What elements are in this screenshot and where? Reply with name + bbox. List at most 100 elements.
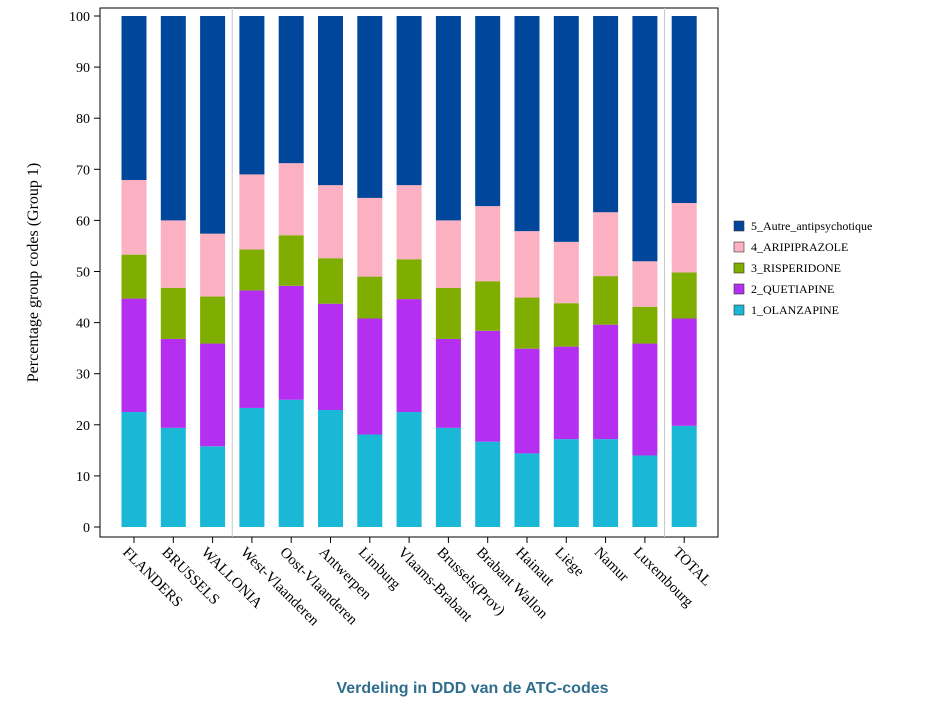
bar-stack xyxy=(671,16,697,527)
legend-item: 2_QUETIAPINE xyxy=(733,282,834,296)
bar-stack xyxy=(435,16,461,527)
legend-item: 3_RISPERIDONE xyxy=(733,261,841,275)
bar-segment xyxy=(200,16,226,234)
bar-stack xyxy=(396,16,422,527)
bar-segment xyxy=(671,203,697,273)
bar-segment xyxy=(553,439,579,527)
bar-segment xyxy=(593,439,619,527)
bar-segment xyxy=(239,407,265,527)
bar-segment xyxy=(357,197,383,277)
y-tick-label: 20 xyxy=(76,419,90,434)
bar-segment xyxy=(200,233,226,297)
bar-segment xyxy=(671,16,697,204)
bar-segment xyxy=(514,297,540,349)
legend-label: 3_RISPERIDONE xyxy=(751,261,841,275)
bar-segment xyxy=(357,276,383,319)
y-axis: 0 10 20 30 40 50 60 70 80 90 100 xyxy=(69,10,100,536)
y-tick-label: 80 xyxy=(76,112,90,127)
bar-segment xyxy=(435,287,461,339)
legend-item: 1_OLANZAPINE xyxy=(733,303,839,317)
bar-stack xyxy=(318,16,343,527)
bar-segment xyxy=(671,272,697,319)
bar-stack xyxy=(593,16,619,527)
bar-stack xyxy=(357,16,383,527)
bar-segment xyxy=(553,241,579,304)
bar-stack xyxy=(121,16,147,527)
bar-segment xyxy=(278,399,304,527)
bar-segment xyxy=(632,343,658,456)
bar-segment xyxy=(278,235,304,286)
bar-segment xyxy=(475,330,501,442)
legend-swatch xyxy=(733,220,745,232)
bar-segment xyxy=(632,306,658,344)
bar-segment xyxy=(632,455,658,527)
bar-segment xyxy=(160,220,186,288)
bar-segment xyxy=(593,16,619,213)
y-tick-label: 70 xyxy=(76,163,90,178)
bar-stack xyxy=(160,16,186,527)
legend-swatch xyxy=(733,304,745,316)
y-axis-label: Percentage group codes (Group 1) xyxy=(25,163,42,382)
bar-segment xyxy=(514,231,540,298)
bar-segment xyxy=(318,409,343,527)
bar-segment xyxy=(593,212,619,277)
bar-segment xyxy=(357,16,383,198)
bar-stack xyxy=(239,16,265,527)
y-tick-label: 30 xyxy=(76,368,90,383)
y-tick-label: 0 xyxy=(83,521,90,536)
bar-segment xyxy=(671,318,697,426)
legend-label: 2_QUETIAPINE xyxy=(751,282,834,296)
bar-segment xyxy=(553,16,579,242)
bar-segment xyxy=(671,425,697,527)
bar-segment xyxy=(593,324,619,440)
bar-segment xyxy=(278,16,304,164)
bar-segment xyxy=(475,441,501,527)
bar-segment xyxy=(435,220,461,288)
bar-segment xyxy=(121,298,147,413)
bar-segment xyxy=(121,16,147,181)
bar-stack xyxy=(200,16,226,527)
x-tick-label: Brussels(Prov) xyxy=(434,545,508,619)
bar-segment xyxy=(239,174,265,250)
bar-segment xyxy=(318,258,343,304)
x-axis: FLANDERSBRUSSELSWALLONIAWest-VlaanderenO… xyxy=(119,537,714,630)
legend-label: 5_Autre_antipsychotique xyxy=(751,219,872,233)
legend-label: 1_OLANZAPINE xyxy=(751,303,839,317)
y-tick-label: 90 xyxy=(76,61,90,76)
y-tick-label: 100 xyxy=(69,10,90,25)
bar-stack xyxy=(278,16,304,527)
bar-segment xyxy=(278,285,304,400)
bar-segment xyxy=(396,412,422,527)
legend: 5_Autre_antipsychotique 4_ARIPIPRAZOLE 3_R… xyxy=(733,219,872,317)
legend-swatch xyxy=(733,262,745,274)
bar-stack xyxy=(553,16,579,527)
bar-segment xyxy=(121,412,147,527)
bar-segment xyxy=(514,348,540,454)
bar-segment xyxy=(632,16,658,262)
legend-item: 5_Autre_antipsychotique xyxy=(733,219,872,233)
bar-segment xyxy=(200,446,226,527)
legend-swatch xyxy=(733,283,745,295)
bar-segment xyxy=(160,287,186,339)
figure-caption: Verdeling in DDD van de ATC-codes xyxy=(336,680,609,697)
bar-segment xyxy=(396,16,422,186)
bar-segment xyxy=(357,318,383,435)
bar-segment xyxy=(553,346,579,440)
bar-segment xyxy=(239,249,265,291)
bar-stack xyxy=(475,16,501,527)
bar-segment xyxy=(396,299,422,413)
bar-segment xyxy=(200,343,226,447)
bar-segment xyxy=(357,434,383,527)
bar-segment xyxy=(396,185,422,260)
bar-segment xyxy=(514,453,540,527)
bar-segment xyxy=(435,16,461,221)
bar-stack xyxy=(632,16,658,527)
bar-segment xyxy=(435,427,461,527)
bar-segment xyxy=(160,338,186,428)
y-tick-label: 40 xyxy=(76,317,90,332)
bar-segment xyxy=(160,16,186,221)
bar-segment xyxy=(593,276,619,325)
bar-segment xyxy=(278,163,304,236)
y-tick-label: 60 xyxy=(76,214,90,229)
bar-segment xyxy=(514,16,540,232)
